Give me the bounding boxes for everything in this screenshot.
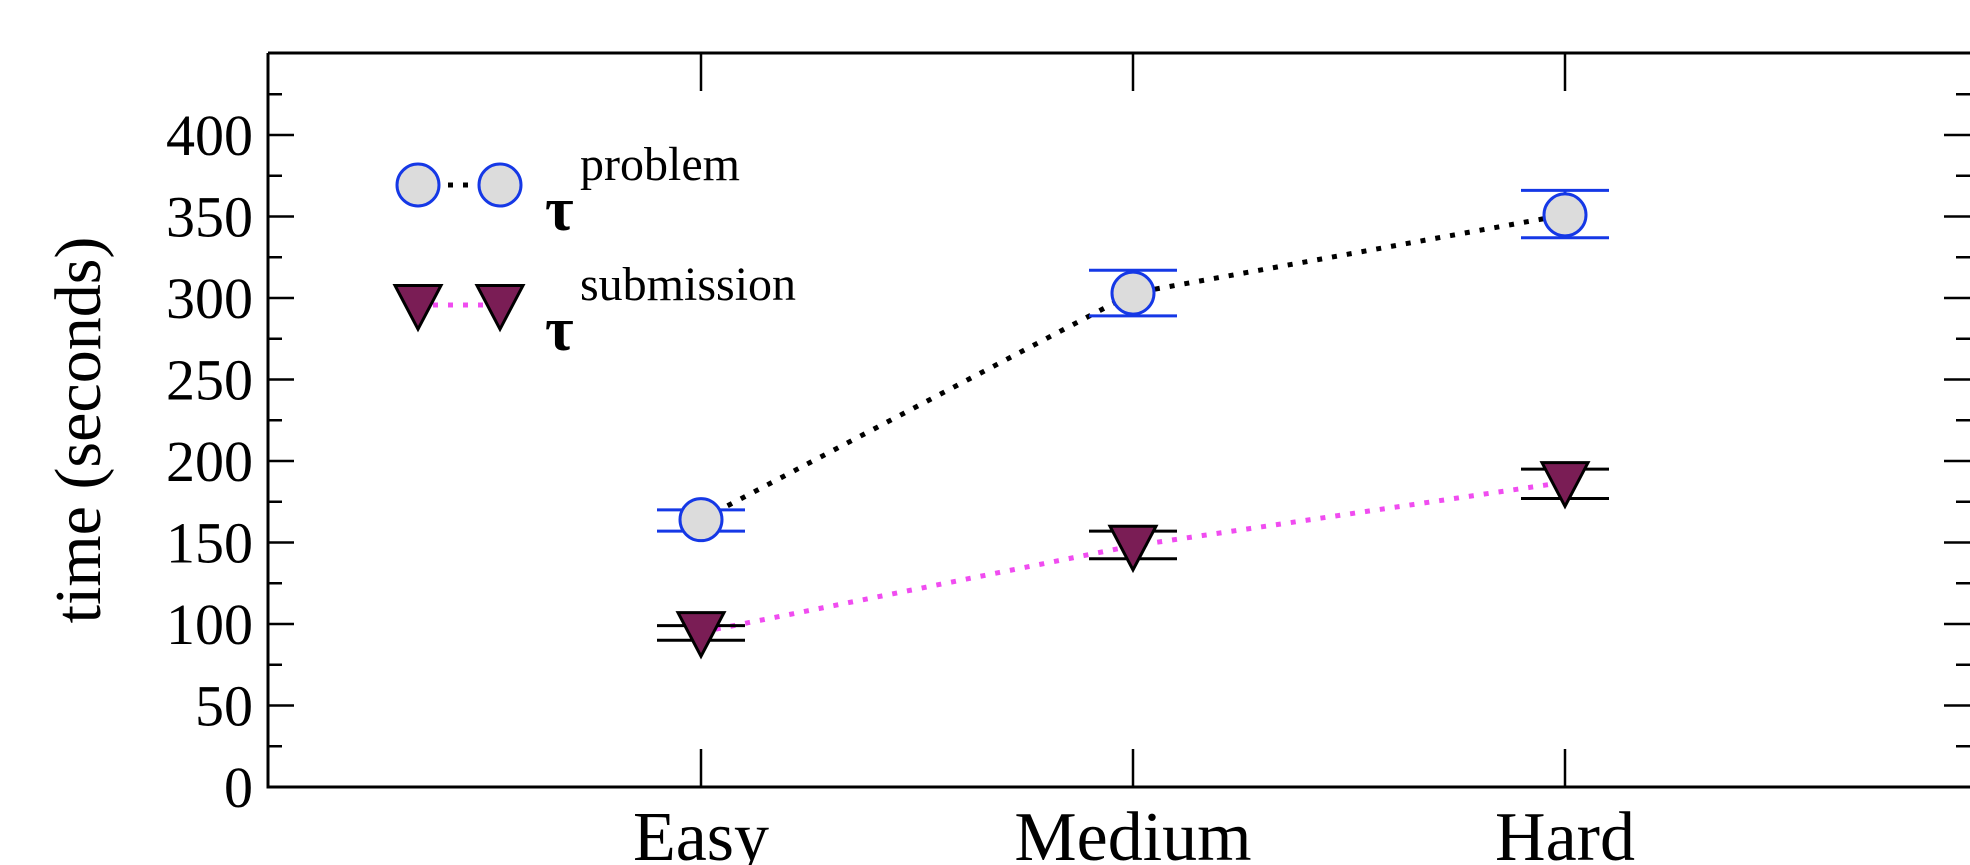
y-tick-label: 100 bbox=[166, 592, 253, 657]
data-point-triangle bbox=[1539, 461, 1591, 510]
legend-label: problem bbox=[580, 138, 740, 191]
data-point-triangle bbox=[675, 611, 727, 660]
data-point-circle bbox=[1110, 270, 1156, 316]
series-line bbox=[699, 212, 1566, 522]
legend-marker-triangle bbox=[392, 283, 444, 333]
x-tick-label: Easy bbox=[633, 799, 769, 865]
legend-symbol: τ bbox=[545, 176, 574, 244]
y-tick-label: 400 bbox=[166, 103, 253, 168]
legend-marker-triangle bbox=[474, 283, 526, 333]
data-point-circle bbox=[678, 497, 724, 543]
y-tick-label: 0 bbox=[224, 755, 253, 820]
y-tick-label: 300 bbox=[166, 266, 253, 331]
y-tick-label: 200 bbox=[166, 429, 253, 494]
legend-marker-circle bbox=[477, 162, 523, 208]
x-axis-ticks: Easy Medium Hard bbox=[633, 53, 1635, 865]
y-axis-ticks: 0 50 100 150 200 250 300 350 400 bbox=[166, 93, 1970, 820]
series-lines bbox=[699, 212, 1566, 635]
axis-line bbox=[266, 51, 1970, 789]
data-point-circle bbox=[1542, 192, 1588, 238]
y-tick-label: 150 bbox=[166, 511, 253, 576]
y-tick-label: 250 bbox=[166, 348, 253, 413]
y-tick-label: 350 bbox=[166, 185, 253, 250]
x-tick-label: Medium bbox=[1014, 799, 1251, 865]
legend-marker-circle bbox=[395, 162, 441, 208]
y-axis-label: time (seconds) bbox=[42, 237, 115, 624]
legend-symbol: τ bbox=[545, 296, 574, 364]
data-markers bbox=[675, 192, 1591, 660]
y-tick-label: 50 bbox=[195, 674, 253, 739]
legend-label: submission bbox=[580, 258, 796, 311]
plot-frame bbox=[266, 51, 1970, 789]
data-point-triangle bbox=[1107, 524, 1159, 574]
x-tick-label: Hard bbox=[1495, 799, 1635, 865]
